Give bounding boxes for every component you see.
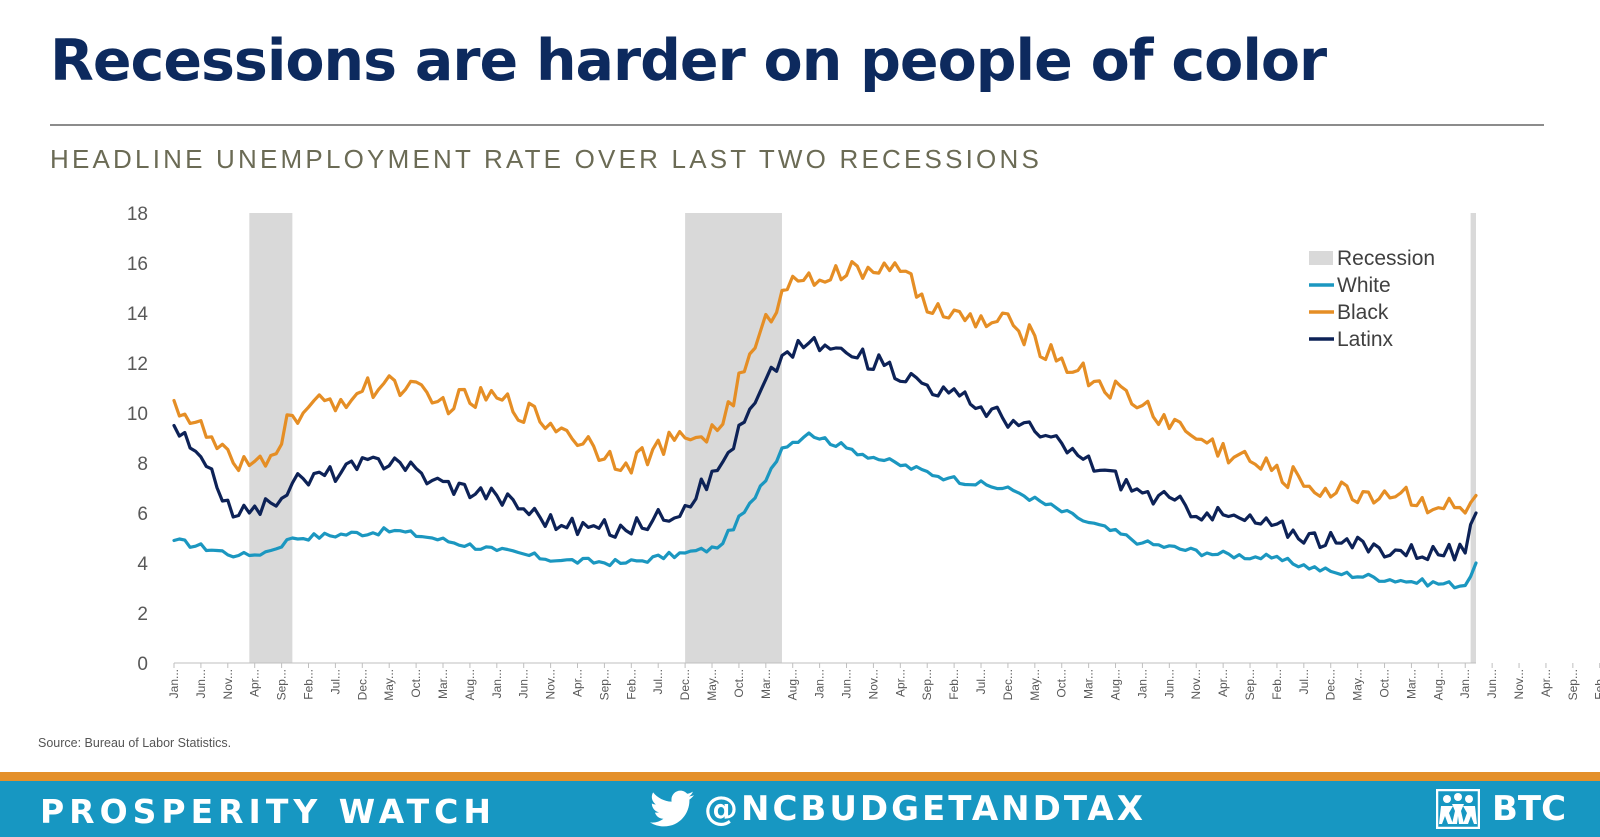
y-tick-label: 14: [127, 304, 149, 325]
chart-series: [172, 260, 1478, 590]
twitter-handle[interactable]: @NCBUDGETANDTAX: [650, 789, 1146, 829]
x-tick-label: Aug...: [1109, 669, 1123, 700]
footer-accent-bar: [0, 772, 1600, 781]
x-tick-label: Apr...: [893, 669, 907, 697]
y-tick-label: 4: [137, 554, 148, 575]
y-tick-label: 16: [127, 254, 148, 275]
x-tick-label: Jun...: [840, 669, 854, 698]
x-tick-label: Oct...: [732, 669, 746, 698]
recession-band-1: [249, 213, 293, 663]
y-tick-label: 12: [127, 354, 148, 375]
recession-band-3: [1470, 213, 1476, 663]
x-tick-label: Dec...: [678, 669, 692, 700]
x-tick-label: Nov...: [866, 669, 880, 699]
x-tick-label: Sep...: [1243, 669, 1257, 700]
legend-label-latinx: Latinx: [1337, 328, 1394, 351]
x-tick-label: Feb...: [302, 669, 316, 700]
page-title: Recessions are harder on people of color: [50, 28, 1327, 94]
btc-logo: BTC: [1436, 789, 1566, 829]
x-tick-label: Dec...: [1324, 669, 1338, 700]
x-tick-label: Jun...: [1485, 669, 1499, 698]
recession-bands: [249, 213, 1476, 663]
footer-brand-text: PROSPERITY WATCH: [40, 792, 496, 831]
x-tick-label: Nov...: [1189, 669, 1203, 699]
legend-label-white: White: [1337, 274, 1391, 297]
x-tick-label: Oct...: [409, 669, 423, 698]
x-tick-label: Jun...: [1162, 669, 1176, 698]
x-tick-label: Mar...: [436, 669, 450, 699]
y-tick-label: 2: [137, 604, 148, 625]
chart-subtitle: HEADLINE UNEMPLOYMENT RATE OVER LAST TWO…: [50, 144, 1043, 174]
x-tick-label: Jul...: [1297, 669, 1311, 694]
x-tick-label: Apr...: [1216, 669, 1230, 697]
twitter-bird-icon: [650, 790, 694, 827]
x-tick-label: Nov...: [1512, 669, 1526, 699]
btc-people-logo-icon: [1436, 789, 1480, 829]
x-tick-label: Aug...: [463, 669, 477, 700]
x-tick-label: Apr...: [1539, 669, 1553, 697]
x-tick-label: Jul...: [328, 669, 342, 694]
legend-label-recession: Recession: [1337, 247, 1435, 270]
series-line-white: [172, 431, 1478, 590]
btc-logo-text: BTC: [1492, 789, 1567, 829]
y-tick-label: 18: [127, 204, 148, 225]
x-tick-label: Mar...: [1404, 669, 1418, 699]
x-tick-label: Nov...: [221, 669, 235, 699]
twitter-handle-text: @NCBUDGETANDTAX: [704, 789, 1146, 829]
x-tick-label: Jul...: [651, 669, 665, 694]
x-tick-label: Jan...: [813, 669, 827, 698]
x-tick-label: Jan...: [1458, 669, 1472, 698]
source-note: Source: Bureau of Labor Statistics.: [38, 736, 232, 750]
x-tick-label: Mar...: [759, 669, 773, 699]
y-tick-label: 8: [137, 454, 148, 475]
x-tick-label: May...: [1351, 669, 1365, 701]
series-line-latinx: [172, 336, 1478, 562]
x-tick-label: Oct...: [1055, 669, 1069, 698]
x-tick-label: Jan...: [167, 669, 181, 698]
x-tick-label: May...: [1028, 669, 1042, 701]
x-tick-label: Sep...: [275, 669, 289, 700]
x-tick-label: Sep...: [920, 669, 934, 700]
x-tick-label: Dec...: [355, 669, 369, 700]
x-tick-label: Nov...: [544, 669, 558, 699]
x-tick-label: Jun...: [517, 669, 531, 698]
x-tick-label: Sep...: [1566, 669, 1580, 700]
chart-legend: Recession White Black Latinx: [1309, 247, 1435, 351]
y-tick-label: 10: [127, 404, 148, 425]
y-axis: 0 2 4 6 8 10 12 14 16 18: [127, 204, 149, 675]
footer-bar: PROSPERITY WATCH @NCBUDGETANDTAX BTC: [0, 781, 1600, 837]
unemployment-chart: 0 2 4 6 8 10 12 14 16 18 Jan... Jun... Nov... Apr...…: [127, 204, 1600, 701]
x-tick-label: Dec...: [1001, 669, 1015, 700]
x-tick-label: Jan...: [490, 669, 504, 698]
x-tick-label: Jun...: [194, 669, 208, 698]
x-tick-label: Jan...: [1135, 669, 1149, 698]
x-tick-label: Feb...: [624, 669, 638, 700]
y-tick-label: 0: [137, 654, 148, 675]
x-tick-label: Mar...: [1082, 669, 1096, 699]
x-tick-label: May...: [382, 669, 396, 701]
series-line-black: [172, 260, 1478, 515]
x-tick-label: Aug...: [786, 669, 800, 700]
x-tick-label: Sep...: [597, 669, 611, 700]
x-tick-label: Feb...: [1593, 669, 1600, 700]
x-tick-label: May...: [705, 669, 719, 701]
x-tick-label: Oct...: [1378, 669, 1392, 698]
x-axis: Jan... Jun... Nov... Apr... Sep... Feb... Jul.…: [167, 662, 1600, 701]
x-tick-label: Jul...: [974, 669, 988, 694]
x-tick-label: Apr...: [248, 669, 262, 697]
x-tick-label: Aug...: [1431, 669, 1445, 700]
title-divider: [50, 124, 1544, 126]
x-tick-label: Feb...: [947, 669, 961, 700]
legend-swatch-recession: [1309, 251, 1333, 265]
x-tick-label: Feb...: [1270, 669, 1284, 700]
x-tick-label: Apr...: [571, 669, 585, 697]
y-tick-label: 6: [137, 504, 148, 525]
legend-label-black: Black: [1337, 301, 1389, 324]
